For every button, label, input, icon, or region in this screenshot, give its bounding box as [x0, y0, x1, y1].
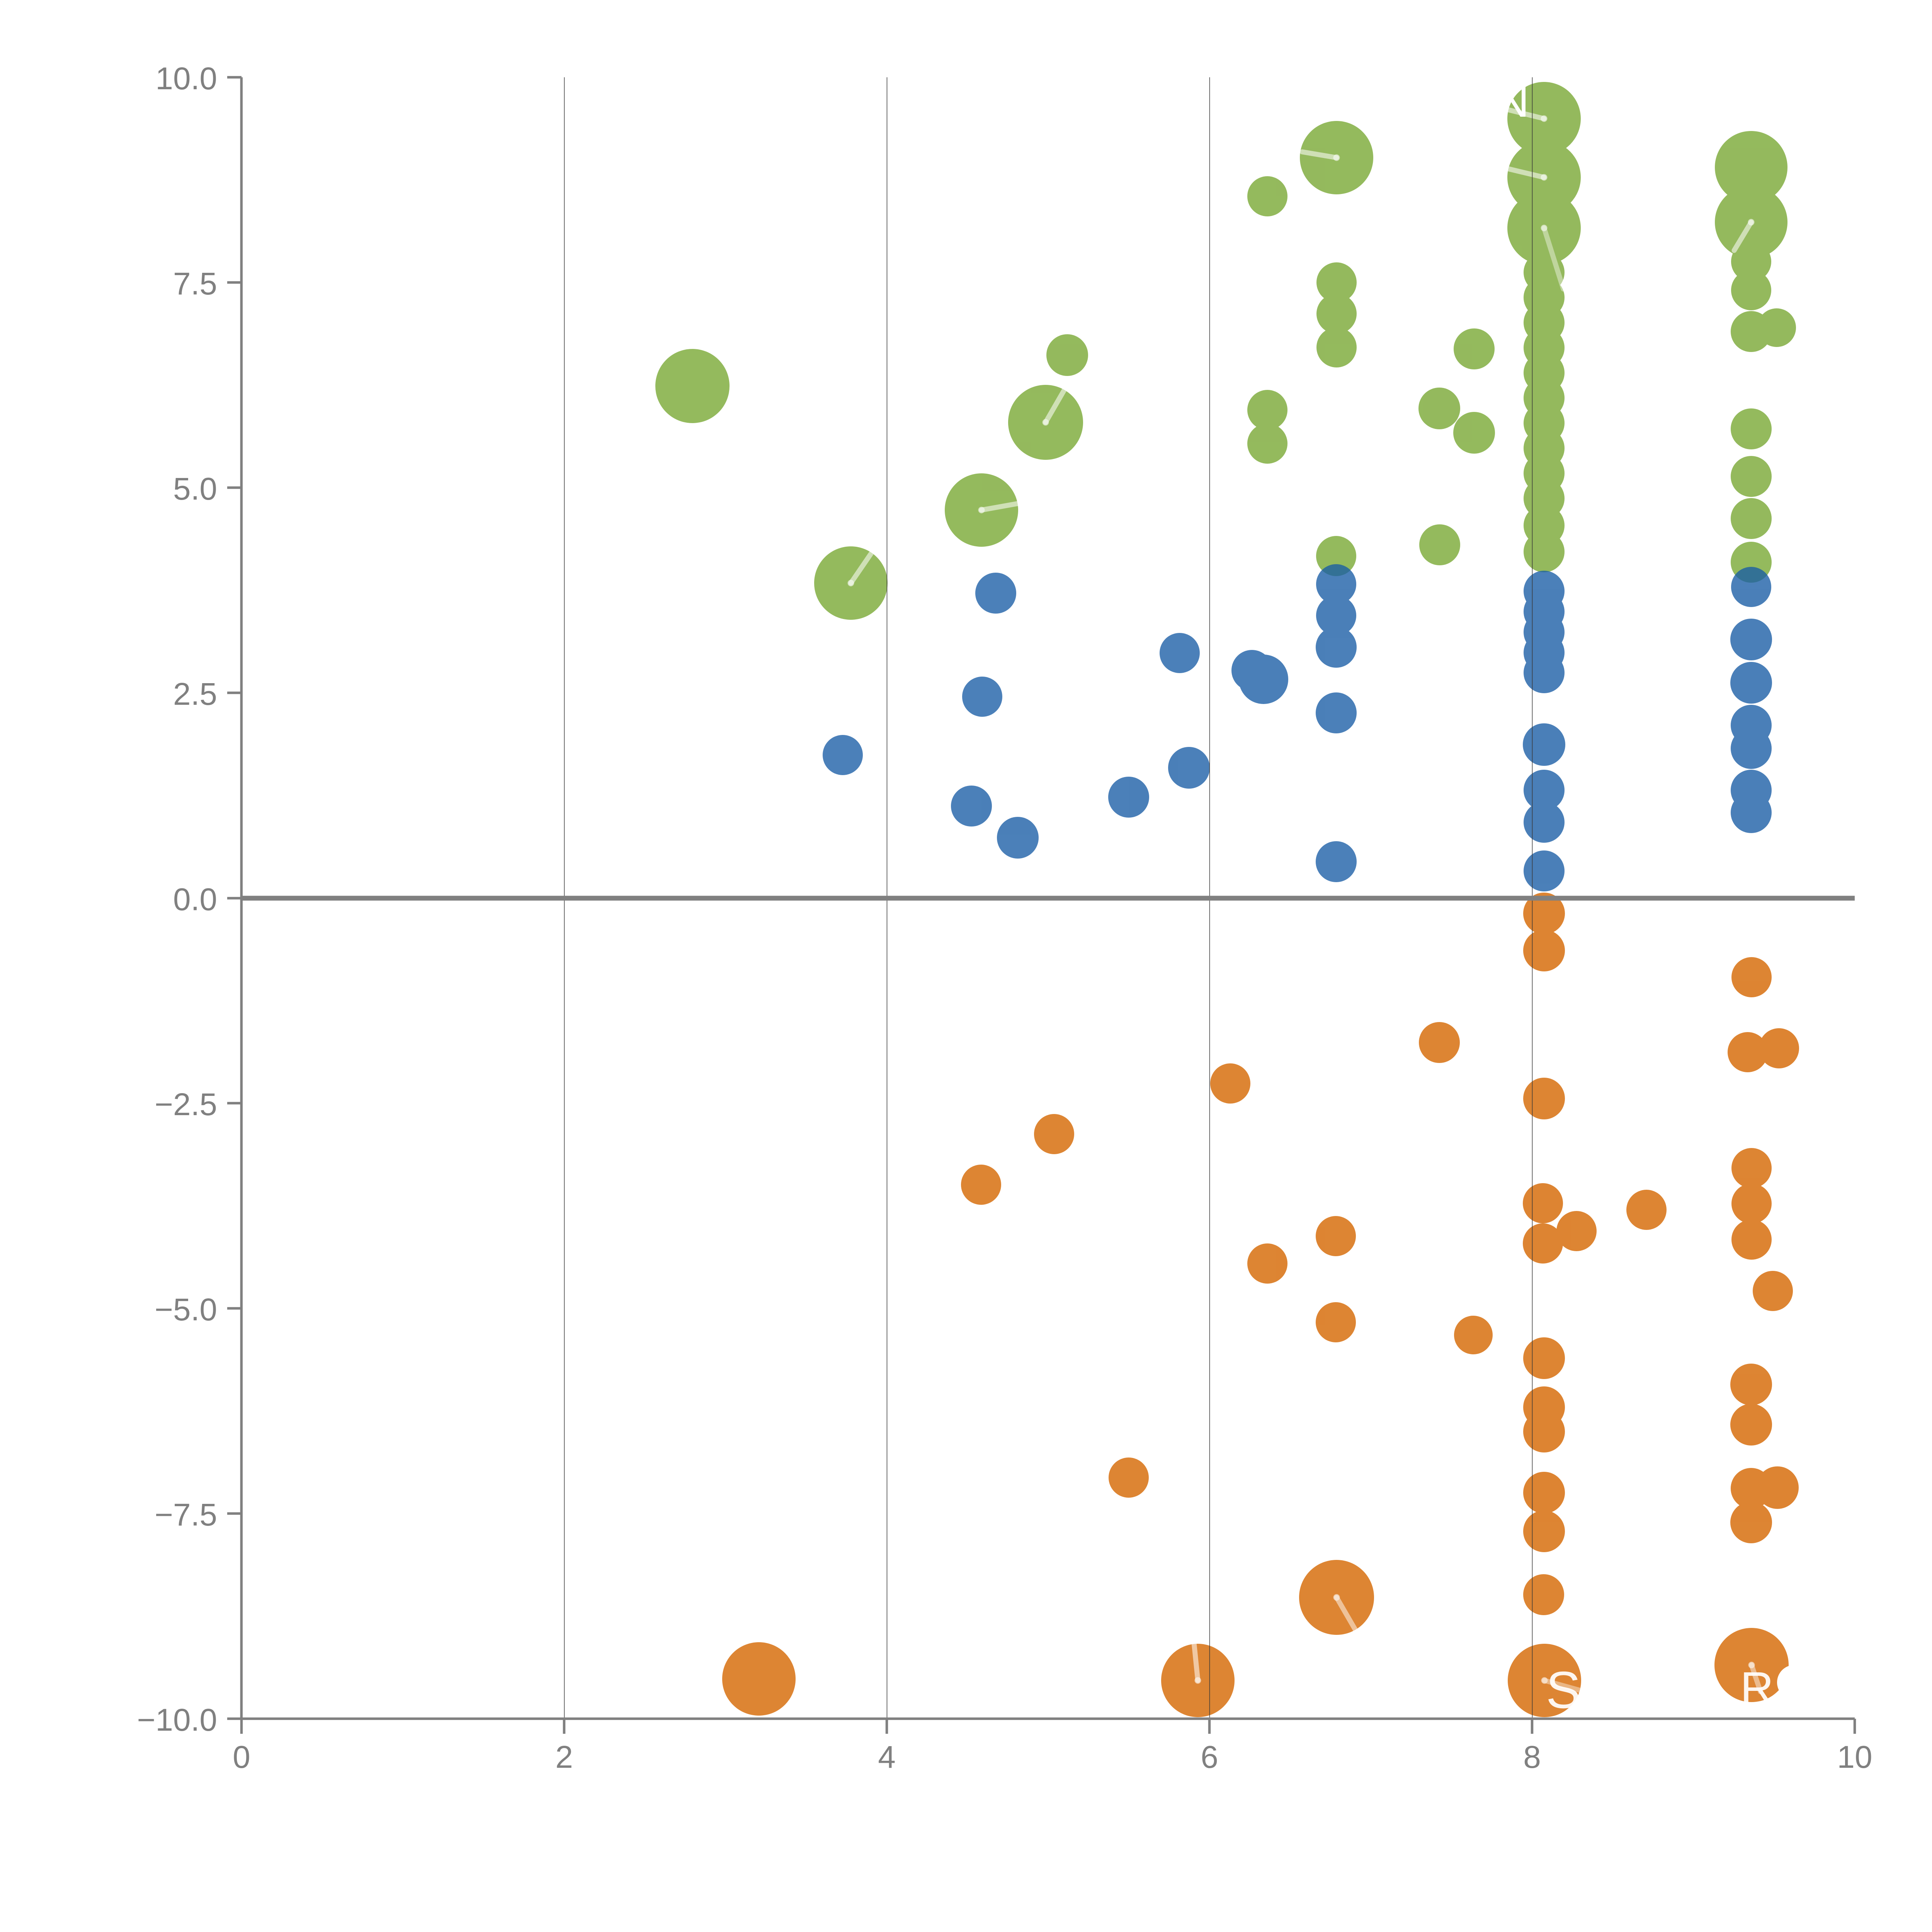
svg-text:8: 8 [1523, 1740, 1541, 1775]
svg-text:−5.0: −5.0 [155, 1292, 217, 1327]
svg-text:−2.5: −2.5 [155, 1087, 217, 1122]
svg-text:2: 2 [555, 1740, 573, 1775]
svg-text:S: S [1546, 1661, 1581, 1719]
svg-text:10.0: 10.0 [155, 61, 217, 96]
svg-text:4: 4 [878, 1740, 896, 1775]
svg-text:5.0: 5.0 [173, 471, 217, 507]
svg-text:0.0: 0.0 [173, 882, 217, 917]
svg-text:0: 0 [233, 1740, 250, 1775]
svg-text:−7.5: −7.5 [155, 1497, 217, 1532]
svg-text:6: 6 [1201, 1740, 1218, 1775]
svg-text:R: R [1740, 1662, 1774, 1714]
svg-text:10: 10 [1837, 1740, 1872, 1775]
svg-text:7.5: 7.5 [173, 266, 217, 301]
svg-text:2.5: 2.5 [173, 677, 217, 712]
svg-text:−10.0: −10.0 [137, 1702, 217, 1738]
svg-text:N: N [1496, 76, 1529, 127]
